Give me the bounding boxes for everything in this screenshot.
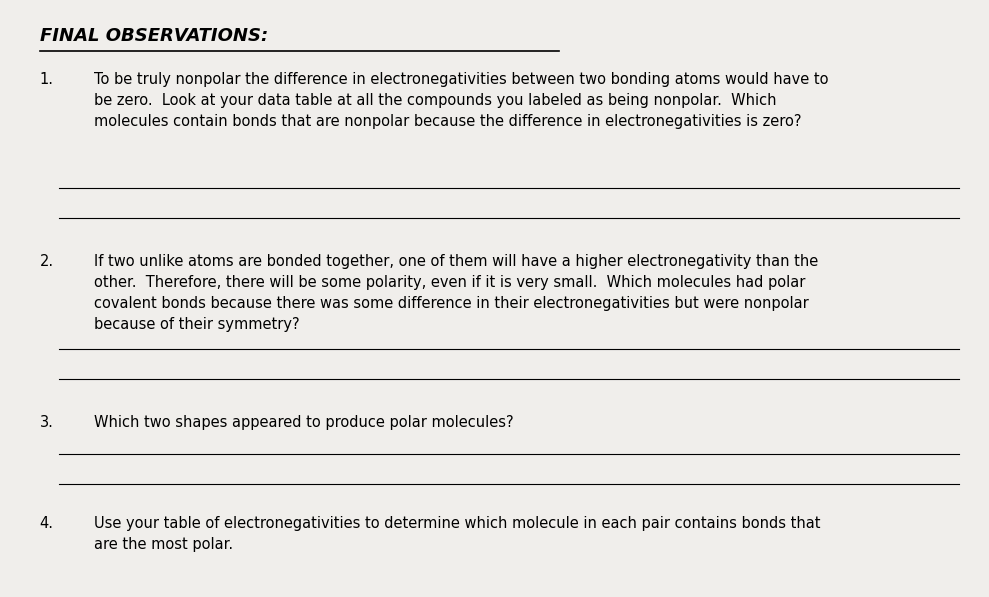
Text: Use your table of electronegativities to determine which molecule in each pair c: Use your table of electronegativities to… xyxy=(94,516,821,552)
Text: Which two shapes appeared to produce polar molecules?: Which two shapes appeared to produce pol… xyxy=(94,415,513,430)
Text: 1.: 1. xyxy=(40,72,53,87)
Text: FINAL OBSERVATIONS:: FINAL OBSERVATIONS: xyxy=(40,27,268,45)
Text: To be truly nonpolar the difference in electronegativities between two bonding a: To be truly nonpolar the difference in e… xyxy=(94,72,829,128)
Text: 4.: 4. xyxy=(40,516,53,531)
Text: 2.: 2. xyxy=(40,254,53,269)
Text: 3.: 3. xyxy=(40,415,53,430)
Text: If two unlike atoms are bonded together, one of them will have a higher electron: If two unlike atoms are bonded together,… xyxy=(94,254,818,332)
